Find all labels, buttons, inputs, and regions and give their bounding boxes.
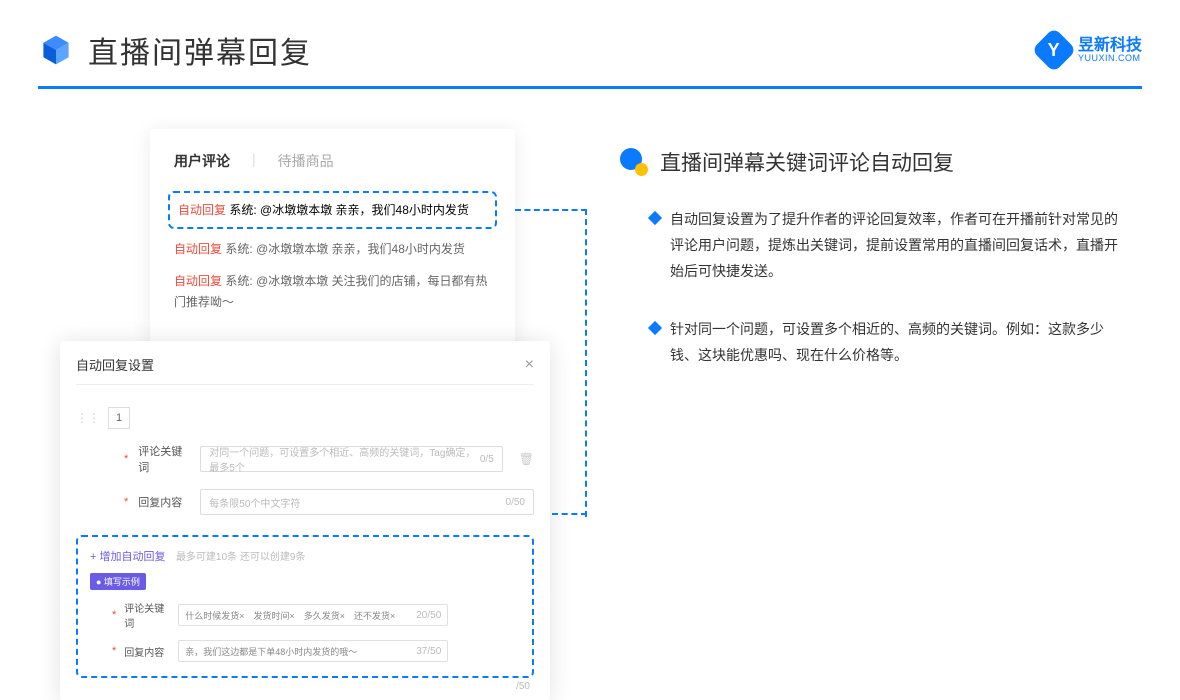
cube-icon [38, 32, 74, 68]
content: 用户评论 | 待播商品 自动回复 系统: @冰墩墩本墩 亲亲，我们48小时内发货… [0, 89, 1180, 400]
page-header: 直播间弹幕回复 Y 昱新科技 YUUXIN.COM [0, 0, 1180, 72]
blob-icon [620, 148, 648, 176]
ex-content-text: 亲，我们这边都是下单48小时内发货的哦～ [185, 645, 357, 658]
keyword-label: 评论关键词 [138, 443, 190, 475]
add-hint: 最多可建10条 还可以创建9条 [176, 552, 305, 563]
comments-card: 用户评论 | 待播商品 自动回复 系统: @冰墩墩本墩 亲亲，我们48小时内发货… [150, 129, 515, 376]
comment-text: 系统: @冰墩墩本墩 亲亲，我们48小时内发货 [222, 242, 465, 256]
settings-title: 自动回复设置 [76, 355, 154, 374]
diamond-icon [648, 321, 662, 335]
form-index-row: ⋮⋮ 1 [76, 407, 534, 429]
settings-title-row: 自动回复设置 × [76, 355, 534, 385]
tab-user-comments[interactable]: 用户评论 [174, 151, 230, 171]
keyword-input[interactable]: 对同一个问题，可设置多个相近、高频的关键词，Tag确定，最多5个 0/5 [200, 446, 502, 472]
content-field-row: * 回复内容 每条限50个中文字符 0/50 [76, 489, 534, 515]
logo-en: YUUXIN.COM [1078, 54, 1142, 63]
ex-content-input[interactable]: 亲，我们这边都是下单48小时内发货的哦～ 37/50 [178, 640, 448, 662]
add-row: + 增加自动回复 最多可建10条 还可以创建9条 [90, 547, 520, 565]
logo: Y 昱新科技 YUUXIN.COM [1038, 34, 1142, 66]
auto-reply-tag: 自动回复 [178, 203, 226, 217]
drag-handle-icon[interactable]: ⋮⋮ [76, 411, 100, 425]
example-badge: ● 填写示例 [90, 573, 146, 590]
char-count: 20/50 [416, 610, 441, 621]
required-star: * [112, 645, 116, 657]
required-star: * [112, 609, 116, 621]
add-auto-reply-link[interactable]: + 增加自动回复 [90, 551, 165, 563]
connector-line-2 [552, 513, 587, 515]
tab-products[interactable]: 待播商品 [278, 151, 334, 171]
bullet-text: 针对同一个问题，可设置多个相近的、高频的关键词。例如：这款多少钱、这块能优惠吗、… [670, 317, 1130, 369]
right-column: 直播间弹幕关键词评论自动回复 自动回复设置为了提升作者的评论回复效率，作者可在开… [620, 129, 1130, 400]
logo-text: 昱新科技 YUUXIN.COM [1078, 38, 1142, 63]
required-star: * [124, 496, 128, 508]
page-title: 直播间弹幕回复 [88, 28, 312, 72]
char-count: 37/50 [416, 646, 441, 657]
logo-cn: 昱新科技 [1078, 38, 1142, 54]
diamond-icon [648, 211, 662, 225]
left-column: 用户评论 | 待播商品 自动回复 系统: @冰墩墩本墩 亲亲，我们48小时内发货… [60, 129, 550, 400]
example-content-row: * 回复内容 亲，我们这边都是下单48小时内发货的哦～ 37/50 [90, 640, 520, 662]
example-box: + 增加自动回复 最多可建10条 还可以创建9条 ● 填写示例 * 评论关键词 … [76, 535, 534, 678]
content-input[interactable]: 每条限50个中文字符 0/50 [200, 489, 534, 515]
keyword-field-row: * 评论关键词 对同一个问题，可设置多个相近、高频的关键词，Tag确定，最多5个… [76, 443, 534, 475]
comment-row: 自动回复 系统: @冰墩墩本墩 亲亲，我们48小时内发货 [174, 239, 491, 261]
comment-row: 自动回复 系统: @冰墩墩本墩 关注我们的店铺，每日都有热门推荐呦～ [174, 271, 491, 314]
required-star: * [124, 453, 128, 465]
bullet-item: 自动回复设置为了提升作者的评论回复效率，作者可在开播前针对常见的评论用户问题，提… [620, 207, 1130, 285]
tab-separator: | [252, 151, 256, 171]
header-left: 直播间弹幕回复 [38, 28, 312, 72]
example-keyword-row: * 评论关键词 什么时候发货× 发货时间× 多久发货× 还不发货× 20/50 [90, 600, 520, 630]
char-count: 0/5 [480, 454, 494, 465]
placeholder-text: 每条限50个中文字符 [209, 495, 300, 510]
ex-keyword-label: 评论关键词 [124, 600, 170, 630]
ex-content-label: 回复内容 [124, 644, 170, 659]
bullet-item: 针对同一个问题，可设置多个相近的、高频的关键词。例如：这款多少钱、这块能优惠吗、… [620, 317, 1130, 369]
section-title-row: 直播间弹幕关键词评论自动回复 [620, 147, 1130, 177]
settings-card: 自动回复设置 × ⋮⋮ 1 * 评论关键词 对同一个问题，可设置多个相近、高频的… [60, 341, 550, 700]
auto-reply-tag: 自动回复 [174, 274, 222, 288]
content-label: 回复内容 [138, 494, 190, 510]
auto-reply-tag: 自动回复 [174, 242, 222, 256]
comment-text: 系统: @冰墩墩本墩 亲亲，我们48小时内发货 [226, 203, 469, 217]
highlighted-comment: 自动回复 系统: @冰墩墩本墩 亲亲，我们48小时内发货 [168, 191, 497, 229]
connector-line [515, 209, 587, 517]
bottom-count: /50 [516, 681, 530, 692]
ex-keyword-input[interactable]: 什么时候发货× 发货时间× 多久发货× 还不发货× 20/50 [178, 604, 448, 626]
bullet-text: 自动回复设置为了提升作者的评论回复效率，作者可在开播前针对常见的评论用户问题，提… [670, 207, 1130, 285]
comment-text: 系统: @冰墩墩本墩 关注我们的店铺，每日都有热门推荐呦～ [174, 274, 488, 310]
index-box: 1 [108, 407, 130, 429]
placeholder-text: 对同一个问题，可设置多个相近、高频的关键词，Tag确定，最多5个 [209, 444, 480, 474]
logo-icon: Y [1031, 27, 1076, 72]
tabs: 用户评论 | 待播商品 [150, 151, 515, 185]
ex-tags: 什么时候发货× 发货时间× 多久发货× 还不发货× [185, 609, 395, 622]
section-title: 直播间弹幕关键词评论自动回复 [660, 147, 954, 177]
